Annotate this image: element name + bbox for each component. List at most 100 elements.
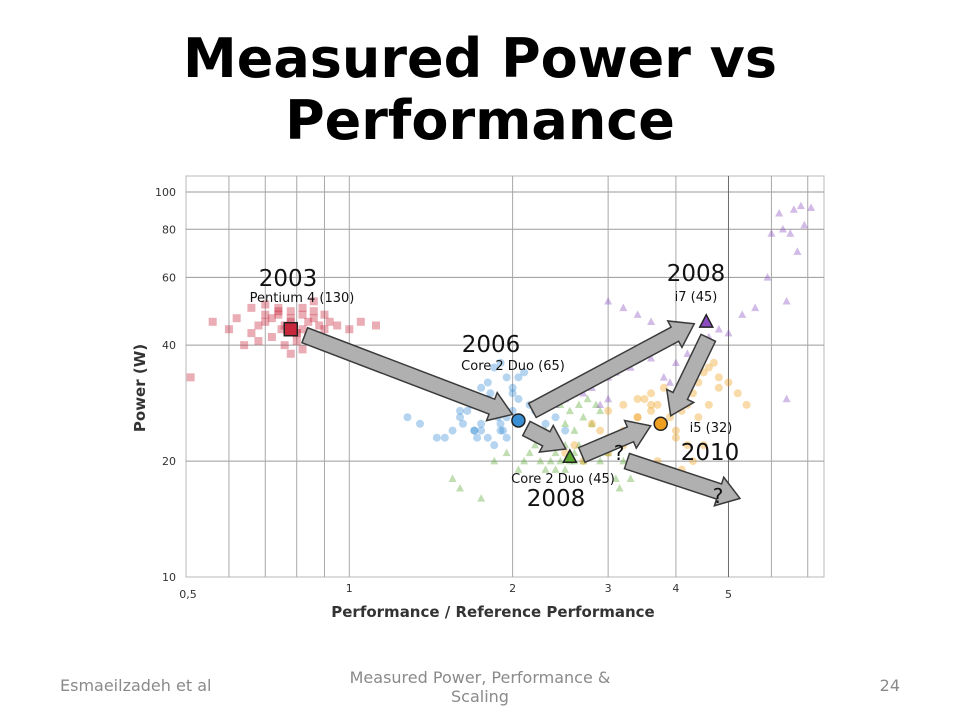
data-point-core2_65 <box>508 389 517 398</box>
data-point-core2_45 <box>583 394 592 403</box>
data-point-core2_65 <box>498 426 507 435</box>
data-point-pentium4 <box>286 307 295 316</box>
data-point-i5 <box>633 413 642 422</box>
data-point-core2_65 <box>463 406 472 415</box>
data-point-pentium4 <box>286 314 295 323</box>
data-point-pentium4 <box>309 297 318 306</box>
question-mark: ? <box>614 441 625 465</box>
data-point-core2_45 <box>520 456 529 465</box>
data-point-pentium4 <box>261 310 270 319</box>
data-point-i7 <box>604 296 613 305</box>
data-point-i5 <box>640 394 649 403</box>
data-point-pentium4 <box>309 307 318 316</box>
data-point-core2_65 <box>403 413 412 422</box>
data-point-pentium4 <box>315 321 324 330</box>
y-tick-label: 100 <box>155 186 176 199</box>
data-point-core2_65 <box>541 419 550 428</box>
data-point-core2_65 <box>416 419 425 428</box>
data-point-i7 <box>724 328 733 337</box>
data-point-pentium4 <box>286 349 295 358</box>
data-point-i5 <box>647 400 656 409</box>
data-point-i5 <box>647 406 656 415</box>
year-label-2003: 2003 <box>259 266 318 292</box>
data-point-core2_65 <box>496 358 505 367</box>
data-point-core2_45 <box>514 465 523 473</box>
data-point-core2_45 <box>502 448 511 457</box>
data-point-i7 <box>782 296 791 305</box>
grid-layer: 10 20 40 60 80 100 0,5 1 2 3 4 5 <box>155 175 825 601</box>
data-point-i7 <box>775 208 784 217</box>
arrow-core2-65-to-i7 <box>527 320 696 419</box>
chip-label-pentium4: Pentium 4 (130) <box>250 291 355 306</box>
highlight-marker-i7 <box>698 313 715 328</box>
data-point-i5 <box>724 378 733 387</box>
data-point-i5 <box>604 406 613 415</box>
data-point-i5 <box>742 400 751 409</box>
data-point-pentium4 <box>274 307 283 316</box>
x-tick-label: 3 <box>605 582 612 595</box>
data-point-core2_45 <box>551 465 560 473</box>
data-point-pentium4 <box>320 325 329 334</box>
data-point-i7 <box>596 400 605 409</box>
data-point-pentium4 <box>280 341 289 350</box>
data-point-i7 <box>714 324 723 333</box>
data-point-i5 <box>683 441 692 450</box>
data-point-core2_45 <box>619 456 628 465</box>
data-point-core2_65 <box>514 394 523 403</box>
slide-title: Measured Power vs Performance <box>0 28 960 152</box>
data-point-pentium4 <box>286 317 295 326</box>
data-point-pentium4 <box>298 325 307 334</box>
plot-frame <box>185 175 825 578</box>
chip-label-core2-65: Core 2 Duo (65) <box>461 359 565 374</box>
data-point-i7 <box>604 394 613 403</box>
data-point-core2_65 <box>502 433 511 442</box>
data-point-i7 <box>782 394 791 403</box>
data-point-i7 <box>807 203 816 211</box>
data-point-i7 <box>619 303 628 312</box>
data-point-i7 <box>683 349 692 357</box>
data-point-pentium4 <box>247 303 256 312</box>
y-tick-label: 60 <box>162 271 176 284</box>
data-point-i7 <box>767 229 776 237</box>
data-point-pentium4 <box>309 314 318 323</box>
year-label-2010: 2010 <box>681 440 740 466</box>
data-point-core2_65 <box>470 426 479 435</box>
data-point-pentium4 <box>267 333 276 342</box>
data-point-pentium4 <box>356 317 365 326</box>
data-point-i7 <box>789 205 798 213</box>
data-point-core2_65 <box>477 426 486 435</box>
arrow-future <box>623 452 742 507</box>
highlight-marker-core2_65 <box>511 413 526 428</box>
arrow-core2-65-to-core2-45 <box>521 420 568 454</box>
data-point-core2_65 <box>456 406 465 415</box>
data-point-core2_45 <box>561 419 570 428</box>
data-point-core2_45 <box>587 419 596 428</box>
x-tick-label: 1 <box>346 582 353 595</box>
data-point-core2_65 <box>502 373 511 382</box>
footer-title: Measured Power, Performance & Scaling <box>349 668 611 706</box>
data-point-pentium4 <box>320 310 329 319</box>
data-point-i5 <box>704 363 713 372</box>
arrow-i7-to-i5 <box>665 333 717 417</box>
data-point-core2_65 <box>496 426 505 435</box>
data-point-i5 <box>733 389 742 398</box>
data-point-pentium4 <box>186 373 195 382</box>
data-point-core2_65 <box>561 426 570 435</box>
data-point-i7 <box>800 220 809 229</box>
data-point-i7 <box>778 224 787 233</box>
data-point-core2_65 <box>440 433 449 442</box>
data-point-pentium4 <box>261 300 270 309</box>
data-point-pentium4 <box>277 325 286 334</box>
data-point-i7 <box>647 317 656 326</box>
data-point-i5 <box>587 419 596 428</box>
data-point-pentium4 <box>254 321 263 330</box>
x-axis-label: Performance / Reference Performance <box>331 603 654 621</box>
highlight-marker-core2_45 <box>562 448 578 463</box>
data-point-core2_65 <box>483 433 492 442</box>
page-number: 24 <box>879 676 900 695</box>
x-tick-label: 0,5 <box>179 588 197 601</box>
data-point-core2_65 <box>470 426 479 435</box>
data-point-i5 <box>709 358 718 367</box>
data-point-core2_65 <box>496 419 505 428</box>
